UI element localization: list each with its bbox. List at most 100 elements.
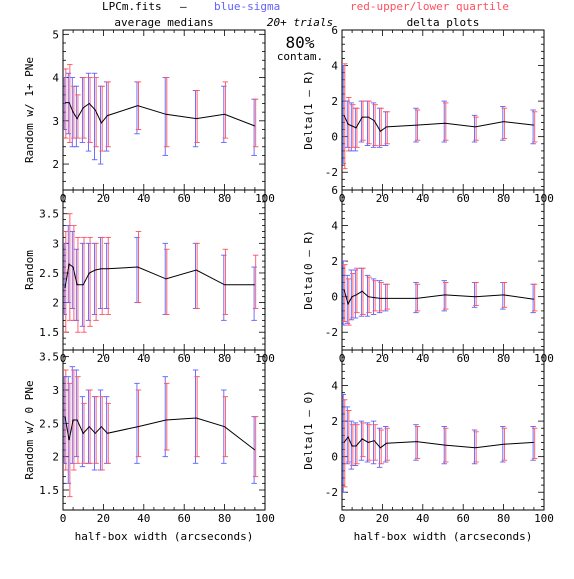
x-tick-label: 20 <box>97 352 110 365</box>
x-tick-label: 40 <box>416 352 429 365</box>
x-tick-label: 20 <box>376 512 389 525</box>
plot-frame <box>62 349 266 511</box>
y-tick-label: 4 <box>331 60 338 73</box>
y-tick-label: 2 <box>52 297 59 310</box>
y-axis-label: Random <box>23 250 36 290</box>
plot-area <box>63 64 259 165</box>
header-filename: LPCm.fits <box>102 0 162 13</box>
header-center-big: 80% <box>286 33 315 52</box>
y-tick-label: -2 <box>325 486 338 499</box>
y-tick-label: 0 <box>331 131 338 144</box>
plot-area <box>342 393 538 493</box>
y-tick-label: 4 <box>331 220 338 233</box>
y-axis-label: Random w/ 0 PNe <box>23 380 36 479</box>
y-tick-label: 5 <box>52 28 59 41</box>
header-dash: – <box>180 0 187 13</box>
x-tick-label: 60 <box>178 512 191 525</box>
x-tick-label: 60 <box>178 192 191 205</box>
panel-bottom-left: 0 20 40 60 80 100 1.5 2 2.5 3 3.5 Random w/ 0 PNe ha… <box>23 349 275 543</box>
y-tick-label: 4 <box>52 72 59 85</box>
y-tick-label: -2 <box>325 166 338 179</box>
x-axis-label: half-box width (arcseconds) <box>354 530 533 543</box>
plot-frame <box>341 29 545 191</box>
y-tick-label: 3.5 <box>39 208 59 221</box>
x-tick-label: 20 <box>376 352 389 365</box>
y-tick-label: 0 <box>331 451 338 464</box>
x-tick-label: 80 <box>218 192 231 205</box>
x-tick-label: 0 <box>60 512 67 525</box>
y-tick-label: -2 <box>325 326 338 339</box>
x-tick-label: 80 <box>497 352 510 365</box>
x-tick-label: 80 <box>497 512 510 525</box>
plot-area <box>342 260 538 326</box>
y-tick-label: 6 <box>331 184 338 197</box>
plot-frame <box>62 29 266 191</box>
header-center-bottom: contam. <box>277 50 323 63</box>
x-tick-label: 20 <box>97 512 110 525</box>
median-line <box>343 436 534 449</box>
y-tick-label: 4 <box>331 380 338 393</box>
y-tick-label: 2 <box>331 415 338 428</box>
median-line <box>343 289 534 306</box>
y-tick-label: 2.5 <box>39 267 59 280</box>
plot-area <box>63 366 259 498</box>
x-tick-label: 60 <box>457 352 470 365</box>
y-tick-label: 2 <box>52 158 59 171</box>
x-tick-label: 20 <box>97 192 110 205</box>
y-tick-label: 6 <box>331 24 338 37</box>
x-tick-label: 40 <box>416 192 429 205</box>
plot-area <box>342 63 538 170</box>
y-tick-label: 3.5 <box>39 351 59 364</box>
median-line <box>64 416 256 451</box>
y-tick-label: 0 <box>331 291 338 304</box>
x-tick-label: 100 <box>534 512 554 525</box>
plot-area <box>63 213 259 333</box>
x-tick-label: 100 <box>255 512 275 525</box>
header-red-label: red-upper/lower quartile <box>350 0 509 13</box>
panel-title: average medians <box>114 16 213 29</box>
x-axis-label: half-box width (arcseconds) <box>75 530 254 543</box>
y-tick-label: 3 <box>52 237 59 250</box>
panel-title: delta plots <box>407 16 480 29</box>
x-tick-label: 80 <box>497 192 510 205</box>
x-tick-label: 0 <box>339 512 346 525</box>
plot-frame <box>341 189 545 351</box>
y-tick-label: 3 <box>52 384 59 397</box>
x-tick-label: 80 <box>218 512 231 525</box>
x-tick-label: 80 <box>218 352 231 365</box>
plot-frame <box>62 189 266 351</box>
header: LPCm.fits – blue-sigma red-upper/lower q… <box>102 0 509 63</box>
y-tick-label: 2 <box>331 95 338 108</box>
median-line <box>343 115 534 133</box>
y-axis-label: Delta(1 – R) <box>302 70 315 149</box>
x-tick-label: 40 <box>137 192 150 205</box>
header-center-top: 20+ trials <box>267 16 333 29</box>
x-tick-label: 40 <box>416 512 429 525</box>
y-axis-label: Delta(1 – 0) <box>302 390 315 469</box>
median-line <box>64 263 255 288</box>
x-tick-label: 40 <box>137 352 150 365</box>
x-tick-label: 20 <box>376 192 389 205</box>
x-tick-label: 60 <box>457 192 470 205</box>
plot-frame <box>341 349 545 511</box>
x-tick-label: 40 <box>137 512 150 525</box>
x-tick-label: 60 <box>178 352 191 365</box>
x-tick-label: 60 <box>457 512 470 525</box>
y-tick-label: 2 <box>331 255 338 268</box>
header-blue-label: blue-sigma <box>214 0 280 13</box>
y-axis-label: Random w/ 1+ PNe <box>23 57 36 163</box>
y-tick-label: 1.5 <box>39 326 59 339</box>
y-tick-label: 2 <box>52 451 59 464</box>
y-axis-label: Delta(0 – R) <box>302 230 315 309</box>
y-tick-label: 1.5 <box>39 484 59 497</box>
y-tick-label: 3 <box>52 115 59 128</box>
median-line <box>65 102 256 127</box>
y-tick-label: 2.5 <box>39 417 59 430</box>
